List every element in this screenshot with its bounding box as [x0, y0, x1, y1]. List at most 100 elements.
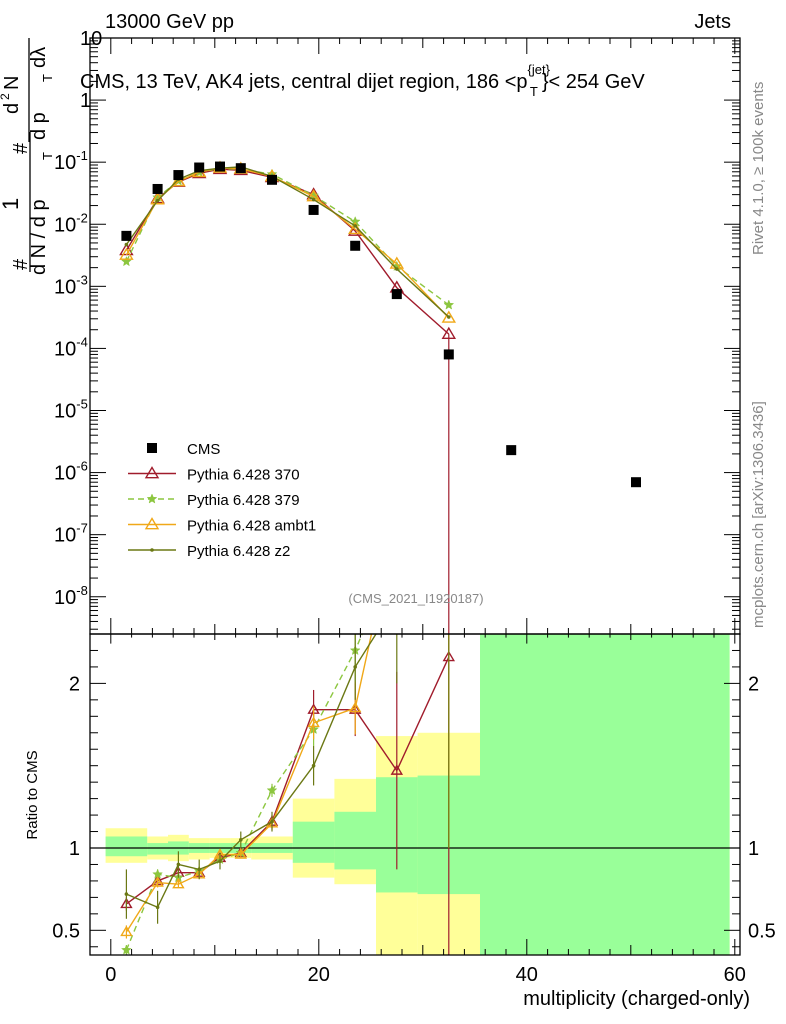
cms-data-point	[121, 230, 132, 241]
legend-label: Pythia 6.428 z2	[187, 543, 290, 560]
ylabel-dpt2: d p	[28, 112, 50, 140]
legend-label-cms: CMS	[187, 441, 220, 458]
ratio-band-green	[105, 836, 148, 857]
series-marker-triangle	[347, 223, 363, 236]
ratio-frame	[89, 633, 741, 956]
chart-title-sub: T	[530, 84, 538, 99]
cms-data-point	[308, 204, 319, 215]
y-tick-label-main: 10-4	[54, 334, 88, 360]
cms-data-point	[215, 161, 225, 172]
series-line-main	[125, 168, 450, 335]
y-tick-label-base: 10	[54, 525, 76, 547]
series-marker-triangle	[392, 514, 402, 523]
y-tick-label-base: 10	[54, 463, 76, 485]
series-marker-dot	[447, 315, 451, 319]
y-tick-label-main: 10-8	[54, 583, 88, 609]
cms-data-point	[443, 349, 454, 360]
y-tick-label-base: 10	[54, 338, 76, 360]
y-tick-label-exponent: -1	[76, 148, 88, 163]
y-tick-label-exponent: -8	[76, 583, 88, 598]
ratio-band-green	[334, 811, 376, 870]
y-tick-label-main: 10-7	[54, 521, 88, 547]
series-line-main	[125, 167, 450, 306]
y-tick-label-main: 10-5	[54, 397, 88, 423]
mcplots-label: mcplots.cern.ch [arXiv:1306.3436]	[750, 401, 767, 628]
legend-marker-cms	[147, 443, 157, 453]
chart-title-main: CMS, 13 TeV, AK4 jets, central dijet reg…	[80, 71, 528, 93]
series-marker-triangle	[441, 310, 457, 323]
series-marker-dot	[155, 905, 160, 910]
cms-data-point	[194, 162, 205, 173]
ylabel-dn-dpt: d N / d p	[28, 199, 50, 275]
y-tick-label-exponent: -3	[76, 272, 88, 287]
series-marker-star	[443, 299, 455, 310]
series-marker-triangle	[390, 764, 404, 775]
y-tick-label-main: 10-1	[54, 148, 88, 174]
cms-data-point	[350, 240, 361, 251]
cms-data-point	[152, 183, 163, 194]
series-marker-triangle	[151, 876, 164, 887]
chart-title-end: }< 254 GeV	[542, 71, 646, 93]
cms-data-point	[267, 174, 277, 185]
y-tick-label-base: 10	[54, 214, 76, 236]
legend-label: Pythia 6.428 ambt1	[187, 518, 316, 535]
y-tick-label-main: 10	[80, 28, 102, 50]
series-marker-dot	[353, 224, 358, 228]
y-tick-label-base: 10	[54, 276, 76, 298]
ratio-band-green	[292, 821, 335, 863]
y-tick-label-ratio-right: 1	[748, 838, 759, 860]
y-tick-label-exponent: -7	[76, 521, 88, 536]
series-main-0	[119, 161, 457, 340]
ylabel-d: d	[1, 103, 23, 114]
cms-data-point	[173, 170, 184, 181]
y-tick-label-main: 10-3	[54, 272, 88, 298]
series-marker-triangle	[307, 716, 320, 728]
y-tick-label-main: 1	[80, 90, 91, 112]
ratio-band-green	[147, 843, 168, 855]
series-marker-star	[444, 20, 454, 29]
y-tick-label-base: 10	[54, 152, 76, 174]
series-marker-star	[146, 493, 158, 504]
series-marker-triangle	[144, 517, 160, 530]
cms-data-point	[235, 163, 246, 174]
series-marker-dot	[150, 548, 154, 552]
ylabel-two: 2	[0, 93, 12, 100]
series-marker-triangle	[171, 174, 186, 187]
ylabel-hash1: #	[10, 258, 32, 270]
legend-label: Pythia 6.428 370	[187, 467, 300, 484]
x-tick-label: 60	[724, 964, 746, 986]
series-marker-dot	[218, 859, 222, 863]
y-axis-label: # 1 d N / d p T # d 2 N d p T dλ	[0, 38, 55, 275]
series-marker-triangle	[119, 247, 134, 260]
series-marker-dot	[124, 892, 129, 896]
chart-title: CMS, 13 TeV, AK4 jets, central dijet reg…	[80, 62, 645, 99]
y-tick-label-base: 1	[80, 90, 91, 112]
ylabel-t2: T	[40, 74, 55, 82]
series-marker-star	[120, 255, 132, 267]
series-marker-dot	[353, 665, 358, 669]
series-marker-triangle	[150, 192, 165, 205]
series-marker-star	[266, 784, 278, 795]
legend-label: Pythia 6.428 379	[187, 492, 300, 509]
ylabel-dlambda: dλ	[28, 47, 50, 68]
series-marker-triangle	[120, 925, 133, 937]
series-marker-triangle	[234, 848, 248, 859]
x-tick-label: 20	[308, 964, 330, 986]
y-tick-label-base: 10	[54, 401, 76, 423]
rivet-version-label: Rivet 4.1.0, ≥ 100k events	[750, 82, 767, 255]
cms-data-point	[506, 445, 517, 456]
y-tick-label-ratio-left: 2	[69, 673, 80, 695]
y-tick-label-main: 10-6	[54, 459, 88, 485]
series-marker-dot	[176, 862, 181, 867]
series-marker-star	[308, 189, 320, 201]
x-axis-label: multiplicity (charged-only)	[523, 988, 750, 1010]
ylabel-n: N	[1, 76, 23, 90]
ylabel-t1: T	[40, 152, 55, 160]
series-marker-dot	[311, 763, 316, 768]
series-marker-dot	[155, 198, 160, 203]
y-tick-label-base: 10	[54, 587, 76, 609]
header-right: Jets	[694, 11, 731, 33]
series-ratio-3	[124, 634, 450, 924]
